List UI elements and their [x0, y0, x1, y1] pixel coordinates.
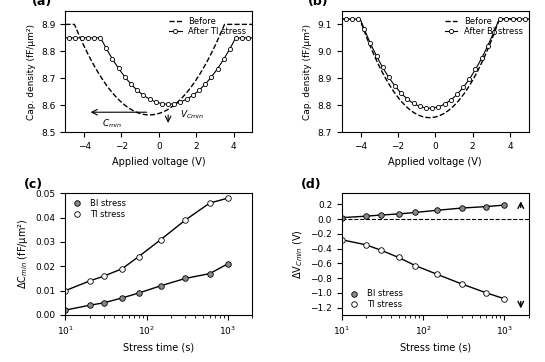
- TI stress: [363, 243, 370, 247]
- BI stress: [101, 300, 107, 305]
- TI stress: [483, 291, 489, 295]
- TI stress: [377, 248, 384, 252]
- Y-axis label: Cap. density (fF/μm²): Cap. density (fF/μm²): [303, 24, 312, 120]
- TI stress: [338, 237, 345, 242]
- Legend: Before, After BI stress: Before, After BI stress: [443, 15, 524, 38]
- Text: (b): (b): [308, 0, 329, 8]
- BI stress: [62, 308, 69, 312]
- BI stress: [458, 206, 465, 210]
- TI stress: [158, 237, 164, 242]
- TI stress: [136, 254, 142, 259]
- BI stress: [136, 291, 142, 295]
- TI stress: [87, 279, 93, 283]
- BI stress: [412, 210, 419, 215]
- X-axis label: Stress time (s): Stress time (s): [399, 342, 471, 353]
- BI stress: [338, 215, 345, 220]
- TI stress: [225, 196, 231, 200]
- BI stress: [158, 283, 164, 288]
- Y-axis label: ΔC$_{min}$ (fF/μm²): ΔC$_{min}$ (fF/μm²): [16, 219, 30, 289]
- BI stress: [434, 208, 440, 212]
- BI stress: [182, 276, 189, 281]
- Y-axis label: Cap. density (fF/μm²): Cap. density (fF/μm²): [27, 24, 36, 120]
- BI stress: [363, 214, 370, 218]
- BI stress: [377, 213, 384, 217]
- BI stress: [395, 212, 402, 216]
- TI stress: [119, 266, 125, 271]
- TI stress: [207, 201, 213, 205]
- BI stress: [225, 262, 231, 266]
- X-axis label: Stress time (s): Stress time (s): [123, 342, 195, 353]
- X-axis label: Applied voltage (V): Applied voltage (V): [112, 157, 205, 167]
- Legend: BI stress, TI stress: BI stress, TI stress: [70, 198, 128, 220]
- Y-axis label: ΔV$_{Cmin}$ (V): ΔV$_{Cmin}$ (V): [291, 229, 305, 279]
- TI stress: [501, 296, 507, 301]
- TI stress: [412, 264, 419, 268]
- Text: (d): (d): [301, 178, 322, 191]
- TI stress: [62, 289, 69, 293]
- Text: (c): (c): [25, 178, 44, 191]
- Line: BI stress: BI stress: [339, 202, 507, 220]
- TI stress: [101, 274, 107, 278]
- Text: (a): (a): [32, 0, 52, 8]
- X-axis label: Applied voltage (V): Applied voltage (V): [389, 157, 482, 167]
- TI stress: [434, 272, 440, 277]
- Line: TI stress: TI stress: [339, 237, 507, 302]
- BI stress: [87, 303, 93, 307]
- Line: TI stress: TI stress: [63, 195, 231, 293]
- TI stress: [182, 218, 189, 222]
- Legend: Before, After TI stress: Before, After TI stress: [167, 15, 248, 38]
- BI stress: [119, 296, 125, 300]
- Line: BI stress: BI stress: [63, 261, 231, 313]
- BI stress: [483, 205, 489, 209]
- TI stress: [458, 282, 465, 286]
- BI stress: [501, 203, 507, 207]
- Legend: BI stress, TI stress: BI stress, TI stress: [346, 288, 404, 311]
- TI stress: [395, 255, 402, 260]
- BI stress: [207, 272, 213, 276]
- Text: $V_{Cmin}$: $V_{Cmin}$: [180, 109, 204, 121]
- Text: $C_{min}$: $C_{min}$: [102, 118, 122, 130]
